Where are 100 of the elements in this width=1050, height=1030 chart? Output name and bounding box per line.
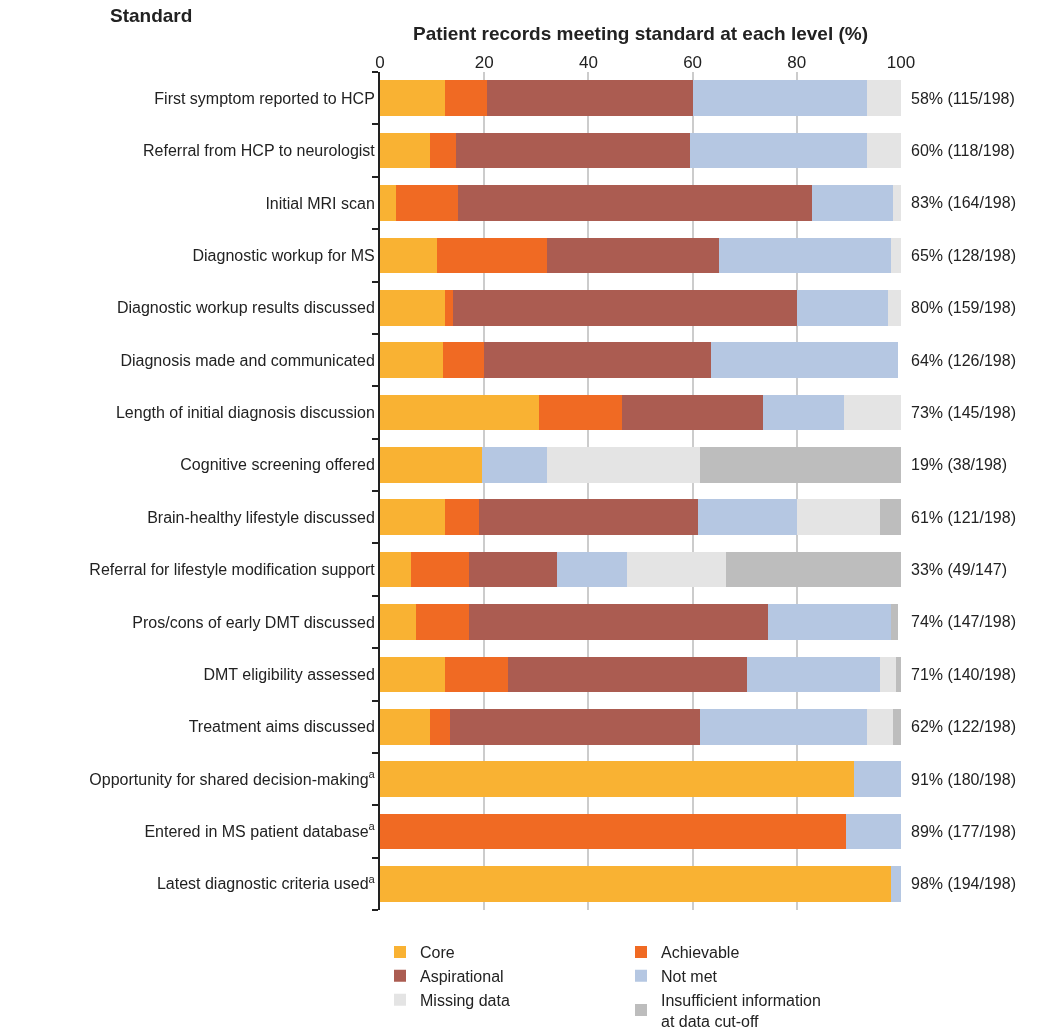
y-tick-label: Diagnostic workup for MS [192, 246, 375, 264]
y-tick-label: Brain-healthy lifestyle discussed [147, 508, 375, 526]
bar [867, 80, 901, 116]
total-label: 73% (145/198) [911, 404, 1016, 421]
bar [622, 394, 763, 431]
bar [445, 656, 508, 693]
total-label: 91% (180/198) [911, 771, 1016, 788]
bar [380, 656, 446, 693]
bar [627, 551, 727, 588]
total-label: 62% (122/198) [911, 718, 1016, 735]
total-label: 98% (194/198) [911, 875, 1016, 892]
total-label: 83% (164/198) [911, 194, 1016, 211]
bar [538, 394, 623, 431]
x-tick-label: 40 [578, 52, 598, 72]
bar [380, 289, 446, 326]
total-label: 80% (159/198) [911, 299, 1016, 316]
bar [481, 447, 547, 483]
total-label: 60% (118/198) [911, 142, 1015, 159]
bar [380, 551, 412, 588]
bar [690, 132, 868, 169]
x-axis-title: Patient records meeting standard at each level (%) [412, 23, 869, 45]
bar [380, 447, 482, 483]
bar [380, 604, 417, 640]
total-label: 58% (115/198) [911, 90, 1015, 107]
bar [546, 237, 719, 274]
bar [762, 394, 844, 431]
y-tick-label: Diagnosis made and communicated [120, 351, 375, 369]
bar [893, 185, 901, 221]
y-tick-label: Initial MRI scan [265, 194, 375, 212]
bar [452, 289, 797, 326]
bar [812, 185, 894, 221]
y-tick-label: Entered in MS patient database$^{a}$ [144, 820, 376, 841]
total-label: 74% (147/198) [911, 613, 1016, 630]
total-label: 65% (128/198) [911, 247, 1016, 264]
bar [796, 499, 881, 535]
y-tick-label: Pros/cons of early DMT discussed [132, 613, 375, 631]
total-label: 33% (49/147) [911, 561, 1008, 578]
bar [429, 708, 451, 745]
bar [893, 708, 901, 745]
bar [697, 499, 797, 535]
legend-label: Achievable [661, 944, 740, 962]
legend-label: Missing data [420, 991, 510, 1009]
y-tick-label: Referral from HCP to neurologist [143, 142, 376, 160]
bar [380, 342, 443, 378]
bar [557, 551, 628, 588]
bar [380, 80, 446, 116]
bar [890, 604, 899, 640]
bar [867, 708, 894, 745]
bar [507, 656, 748, 693]
bar [846, 813, 901, 850]
bar [890, 866, 901, 902]
bar [880, 499, 901, 535]
y-tick-label: Treatment aims discussed [188, 718, 375, 736]
bar [380, 394, 539, 431]
total-label: 61% (121/198) [911, 509, 1016, 526]
bar [380, 132, 430, 169]
total-label: 64% (126/198) [911, 352, 1016, 369]
bar [380, 761, 855, 797]
bar [854, 761, 901, 797]
legend-label: Not met [661, 968, 718, 986]
y-tick-label: DMT eligibility assessed [203, 665, 375, 683]
legend-label: Insufficient information at data cut-off [661, 991, 821, 1030]
x-tick-label: 100 [886, 52, 916, 72]
bar [484, 342, 711, 378]
legend-label: Aspirational [420, 968, 504, 986]
bar [700, 447, 901, 483]
bar [890, 237, 901, 274]
bar [450, 708, 701, 745]
bar [867, 132, 901, 169]
bar [380, 185, 396, 221]
bar [768, 604, 891, 640]
bar [546, 447, 701, 483]
bar [880, 656, 896, 693]
bar [380, 866, 891, 902]
bar [380, 708, 430, 745]
total-label: 89% (177/198) [911, 823, 1016, 840]
bar [747, 656, 881, 693]
bar [478, 499, 698, 535]
y-tick-label: Diagnostic workup results discussed [116, 299, 375, 317]
bar [445, 499, 479, 535]
y-tick-label: Length of initial diagnosis discussion [115, 404, 375, 422]
x-tick-label: 20 [474, 52, 494, 72]
bar [718, 237, 891, 274]
bar [486, 80, 693, 116]
bar [429, 132, 456, 169]
bar [843, 394, 901, 431]
y-tick-label: Cognitive screening offered [180, 456, 375, 474]
total-label: 71% (140/198) [911, 666, 1016, 683]
x-tick-label: 0 [375, 52, 385, 72]
bar [455, 132, 690, 169]
bar [411, 551, 469, 588]
bar [895, 656, 901, 693]
bar [458, 185, 813, 221]
bar [442, 342, 485, 378]
y-tick-label: Latest diagnostic criteria used$^{a}$ [156, 872, 376, 893]
y-tick-label: First symptom reported to HCP [154, 89, 375, 107]
bar [445, 80, 487, 116]
y-tick-label: Opportunity for shared decision-making$^{a}$ [89, 767, 376, 788]
bar [380, 813, 847, 850]
y-axis-title: Standard [110, 5, 193, 26]
